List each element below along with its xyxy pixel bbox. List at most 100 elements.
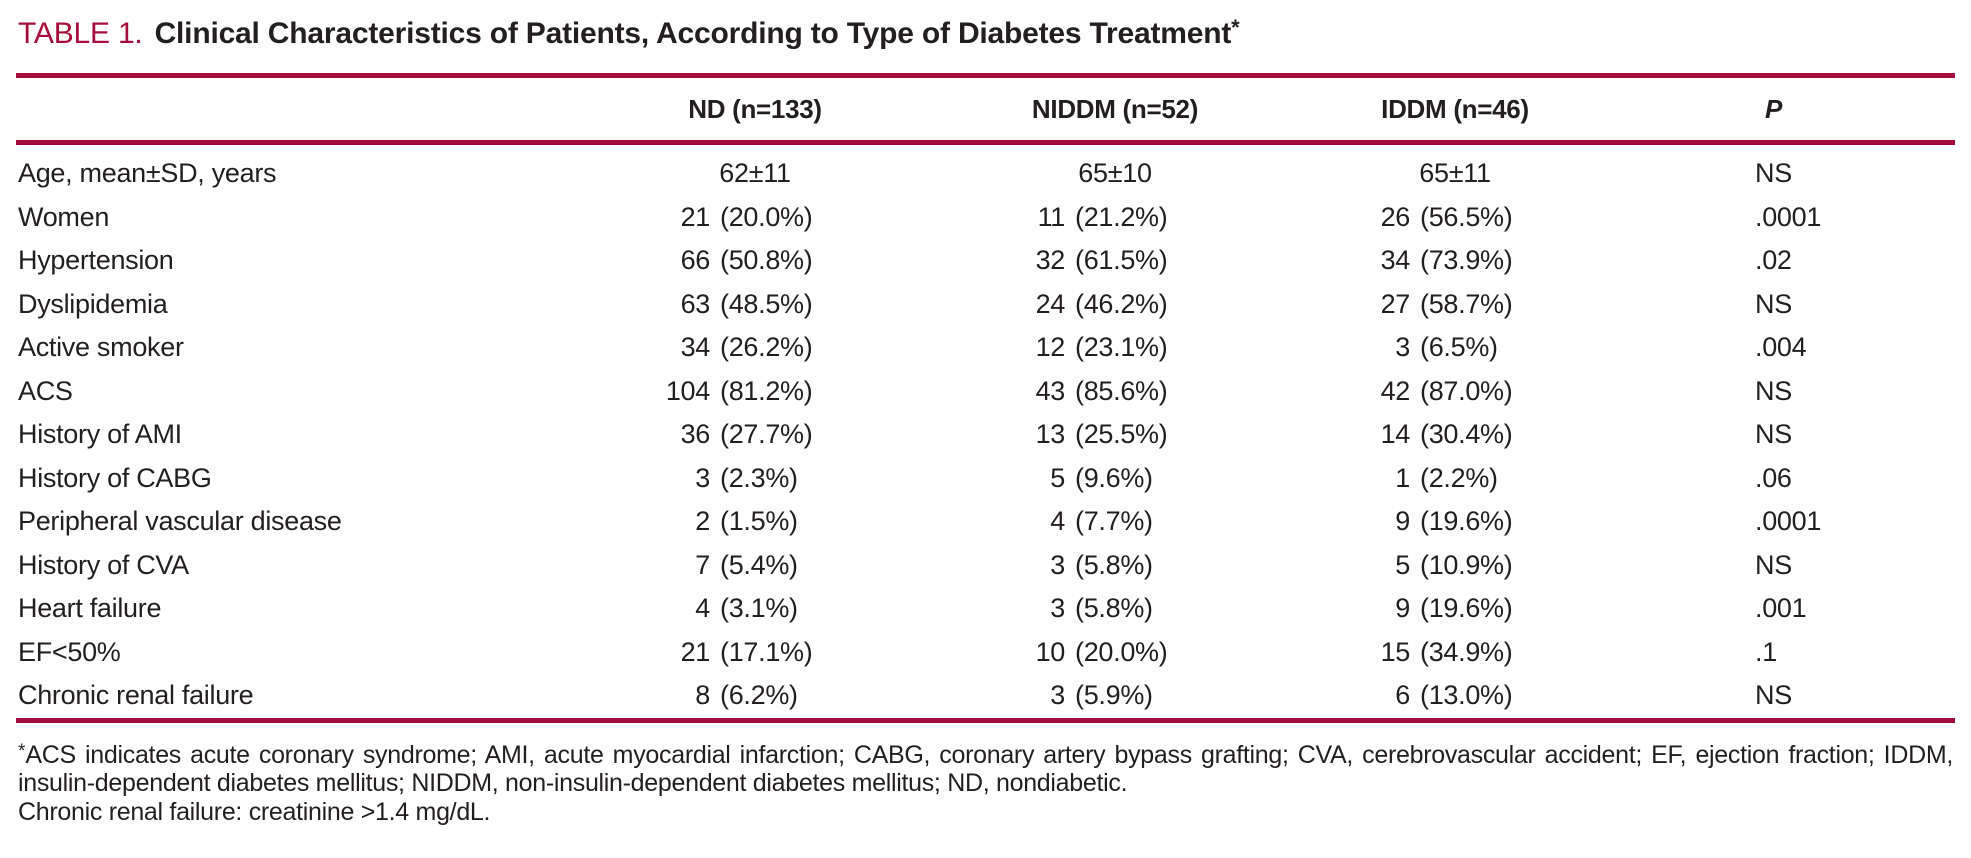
value-count: 4 xyxy=(1050,506,1065,537)
value-percent: (20.0%) xyxy=(1075,636,1168,667)
value-count: 24 xyxy=(1035,288,1066,319)
value-percent: (81.2%) xyxy=(720,375,813,406)
header-rule xyxy=(16,140,1955,145)
value-percent: (5.4%) xyxy=(720,549,798,580)
value-cell-nd: 2 (1.5%) xyxy=(590,506,920,537)
table-row: ACS 104 (81.2%) 43 (85.6%) 42 (87.0%) NS xyxy=(16,370,1955,414)
value-count: 34 xyxy=(1380,245,1411,276)
value-percent: (2.3%) xyxy=(720,462,798,493)
row-label: History of CVA xyxy=(18,549,189,580)
table-row: History of AMI 36 (27.7%) 13 (25.5%) 14 (30.4%… xyxy=(16,413,1955,457)
value-count: 8 xyxy=(695,680,710,711)
value-cell-niddm: 24 (46.2%) xyxy=(920,289,1285,320)
value-cell-iddm: 26 (56.5%) xyxy=(1285,202,1620,233)
p-value-cell: .1 xyxy=(1755,636,1777,667)
value-cell-iddm: 9 (19.6%) xyxy=(1285,506,1620,537)
value-percent: (19.6%) xyxy=(1420,506,1513,537)
table-row: Dyslipidemia 63 (48.5%) 24 (46.2%) 27 (58.7%) N… xyxy=(16,283,1955,327)
value-percent: (34.9%) xyxy=(1420,636,1513,667)
value-centered: 65±11 xyxy=(1419,158,1491,189)
value-count: 34 xyxy=(680,332,711,363)
value-count: 43 xyxy=(1035,375,1066,406)
row-label: Dyslipidemia xyxy=(18,288,168,319)
value-count: 3 xyxy=(1395,332,1410,363)
row-label: Active smoker xyxy=(18,332,184,363)
value-cell-nd: 104 (81.2%) xyxy=(590,376,920,407)
value-cell-nd: 8 (6.2%) xyxy=(590,680,920,711)
value-percent: (13.0%) xyxy=(1420,680,1513,711)
value-cell-iddm: 15 (34.9%) xyxy=(1285,637,1620,668)
value-cell-iddm: 1 (2.2%) xyxy=(1285,463,1620,494)
value-count: 9 xyxy=(1395,506,1410,537)
value-count: 5 xyxy=(1050,462,1065,493)
table-row: History of CABG 3 (2.3%) 5 (9.6%) 1 (2.2%) .06 xyxy=(16,457,1955,501)
value-cell-nd: 66 (50.8%) xyxy=(590,245,920,276)
p-value-cell: NS xyxy=(1755,288,1792,319)
table-row: Active smoker 34 (26.2%) 12 (23.1%) 3 (6.5%) .0… xyxy=(16,326,1955,370)
value-percent: (26.2%) xyxy=(720,332,813,363)
value-percent: (5.9%) xyxy=(1075,680,1153,711)
value-count: 11 xyxy=(1037,201,1066,232)
value-cell-nd: 36 (27.7%) xyxy=(590,419,920,450)
table-figure: TABLE 1. Clinical Characteristics of Pati… xyxy=(16,0,1955,826)
value-cell-iddm: 34 (73.9%) xyxy=(1285,245,1620,276)
row-label: History of AMI xyxy=(18,419,182,450)
value-cell-nd: 3 (2.3%) xyxy=(590,463,920,494)
value-count: 36 xyxy=(680,419,711,450)
value-cell-nd: 34 (26.2%) xyxy=(590,332,920,363)
value-count: 27 xyxy=(1380,288,1411,319)
value-cell-niddm: 3 (5.9%) xyxy=(920,680,1285,711)
footnote-abbreviations: *ACS indicates acute coronary syndrome; … xyxy=(18,738,1953,798)
value-percent: (5.8%) xyxy=(1075,593,1153,624)
value-cell-niddm: 4 (7.7%) xyxy=(920,506,1285,537)
value-percent: (61.5%) xyxy=(1075,245,1168,276)
value-count: 2 xyxy=(695,506,710,537)
value-percent: (20.0%) xyxy=(720,201,813,232)
p-value-cell: NS xyxy=(1755,158,1792,189)
value-percent: (25.5%) xyxy=(1075,419,1168,450)
footnote-renal-definition: Chronic renal failure: creatinine >1.4 m… xyxy=(18,797,491,826)
value-percent: (10.9%) xyxy=(1420,549,1513,580)
value-count: 104 xyxy=(665,375,710,406)
row-label: ACS xyxy=(18,375,73,406)
value-percent: (3.1%) xyxy=(720,593,798,624)
value-count: 6 xyxy=(1395,680,1410,711)
value-count: 63 xyxy=(680,288,711,319)
value-percent: (5.8%) xyxy=(1075,549,1153,580)
value-percent: (73.9%) xyxy=(1420,245,1513,276)
table-number: TABLE 1. xyxy=(18,17,143,50)
value-cell-iddm: 14 (30.4%) xyxy=(1285,419,1620,450)
value-cell-iddm: 5 (10.9%) xyxy=(1285,550,1620,581)
value-cell-niddm: 65±10 xyxy=(920,158,1285,189)
p-value-cell: .004 xyxy=(1755,332,1807,363)
value-count: 3 xyxy=(695,462,710,493)
value-percent: (85.6%) xyxy=(1075,375,1168,406)
value-count: 5 xyxy=(1395,549,1410,580)
bottom-rule xyxy=(16,717,1955,723)
table-row: Age, mean±SD, years 62±11 65±10 65±11 NS xyxy=(16,152,1955,196)
table-title: TABLE 1. Clinical Characteristics of Pati… xyxy=(16,0,1955,73)
value-percent: (48.5%) xyxy=(720,288,813,319)
table-header-row: ND (n=133) NIDDM (n=52) IDDM (n=46) P xyxy=(16,78,1955,140)
row-label: Women xyxy=(18,201,110,232)
value-percent: (7.7%) xyxy=(1075,506,1153,537)
table-row: EF<50% 21 (17.1%) 10 (20.0%) 15 (34.9%) .1 xyxy=(16,631,1955,675)
value-cell-iddm: 27 (58.7%) xyxy=(1285,289,1620,320)
value-percent: (46.2%) xyxy=(1075,288,1168,319)
value-cell-niddm: 3 (5.8%) xyxy=(920,550,1285,581)
value-count: 7 xyxy=(695,549,710,580)
footnote-abbreviations-text: ACS indicates acute coronary syndrome; A… xyxy=(18,740,1953,798)
row-label: Chronic renal failure xyxy=(18,680,254,711)
column-header-p: P xyxy=(1765,93,1783,124)
value-cell-niddm: 10 (20.0%) xyxy=(920,637,1285,668)
value-count: 3 xyxy=(1050,593,1065,624)
column-header-niddm: NIDDM (n=52) xyxy=(1031,93,1199,124)
value-percent: (23.1%) xyxy=(1075,332,1168,363)
p-value-cell: NS xyxy=(1755,549,1792,580)
value-count: 15 xyxy=(1380,636,1411,667)
table-row: Chronic renal failure 8 (6.2%) 3 (5.9%) 6 (13.… xyxy=(16,674,1955,718)
column-header-iddm: IDDM (n=46) xyxy=(1381,93,1529,124)
value-count: 10 xyxy=(1035,636,1066,667)
p-value-cell: NS xyxy=(1755,419,1792,450)
value-cell-iddm: 3 (6.5%) xyxy=(1285,332,1620,363)
